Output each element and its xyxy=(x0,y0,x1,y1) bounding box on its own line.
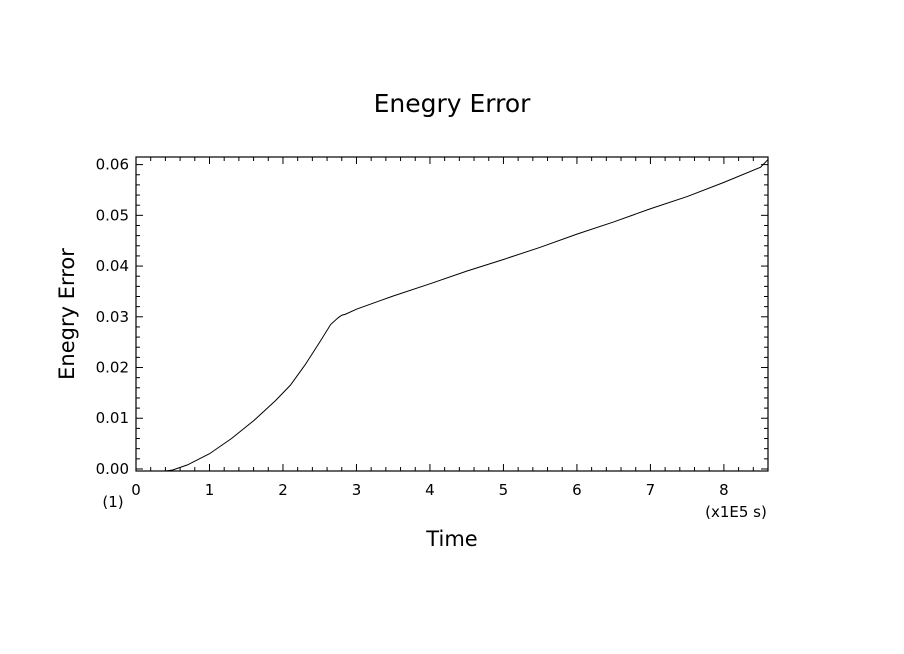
y-tick-label: 0.01 xyxy=(96,409,129,427)
y-tick-label: 0.02 xyxy=(96,359,129,377)
x-tick-label: 6 xyxy=(572,481,582,499)
chart-title: Enegry Error xyxy=(374,89,532,118)
y-tick-label: 0.03 xyxy=(96,308,129,326)
x-tick-labels: 0 1 2 3 4 5 6 7 8 xyxy=(131,481,728,499)
y-origin-label: (1) xyxy=(102,493,123,511)
y-tick-labels: 0.00 0.01 0.02 0.03 0.04 0.05 0.06 xyxy=(96,156,129,478)
y-tick-label: 0.06 xyxy=(96,156,129,174)
x-axis-label: Time xyxy=(425,527,477,551)
x-tick-label: 0 xyxy=(131,481,141,499)
x-tick-label: 7 xyxy=(646,481,656,499)
x-tick-label: 1 xyxy=(205,481,215,499)
x-tick-label: 8 xyxy=(719,481,729,499)
y-tick-label: 0.00 xyxy=(96,460,129,478)
x-tick-label: 2 xyxy=(278,481,288,499)
y-tick-label: 0.04 xyxy=(96,257,129,275)
y-tick-label: 0.05 xyxy=(96,206,129,224)
x-tick-label: 4 xyxy=(425,481,435,499)
y-axis-label: Enegry Error xyxy=(55,248,79,380)
x-axis-unit: (x1E5 s) xyxy=(705,503,767,521)
x-tick-label: 5 xyxy=(499,481,509,499)
axis-ticks xyxy=(135,157,769,471)
series-line xyxy=(136,159,768,471)
plot-frame xyxy=(135,156,769,472)
x-tick-label: 3 xyxy=(352,481,362,499)
series-lines xyxy=(136,159,768,471)
